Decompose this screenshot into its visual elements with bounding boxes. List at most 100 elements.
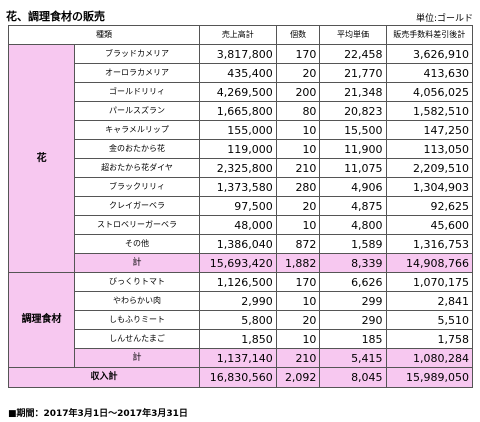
avg-cell: 15,500 [319, 120, 387, 140]
sales-cell: 435,400 [198, 63, 277, 83]
net-cell: 3,626,910 [385, 44, 474, 64]
avg-cell: 4,800 [319, 215, 387, 235]
item-name: 超おたから花ダイヤ [74, 158, 200, 178]
table-row: キャラメルリップ 155,000 10 15,500 147,250 [9, 120, 474, 140]
table-row: しもふりミート 5,800 20 290 5,510 [9, 310, 474, 330]
subtotal-label: 計 [74, 348, 200, 368]
subtotal-sales: 1,137,140 [198, 348, 277, 368]
item-name: やわらかい肉 [74, 291, 200, 311]
sales-cell: 1,386,040 [198, 234, 277, 254]
table-row: パールスズラン 1,665,800 80 20,823 1,582,510 [9, 101, 474, 121]
category-cell: 花 [7, 44, 76, 273]
count-cell: 210 [275, 158, 321, 178]
avg-cell: 21,770 [319, 63, 387, 83]
item-name: 金のおたから花 [74, 139, 200, 159]
net-cell: 45,600 [385, 215, 474, 235]
subtotal-row: 計 1,137,140 210 5,415 1,080,284 [9, 348, 474, 368]
sales-cell: 1,373,580 [198, 177, 277, 197]
net-cell: 413,630 [385, 63, 474, 83]
avg-cell: 1,589 [319, 234, 387, 254]
item-name: ブラッドカメリア [74, 44, 200, 64]
count-cell: 10 [275, 215, 321, 235]
net-cell: 92,625 [385, 196, 474, 216]
item-name: オーロラカメリア [74, 63, 200, 83]
sales-cell: 1,665,800 [198, 101, 277, 121]
sales-cell: 155,000 [198, 120, 277, 140]
item-name: しもふりミート [74, 310, 200, 330]
sales-cell: 1,126,500 [198, 272, 277, 292]
sales-table: 種類 売上高計 個数 平均単価 販売手数料差引後計 花ブラッドカメリア 3,817… [7, 25, 474, 388]
subtotal-net: 1,080,284 [385, 348, 474, 368]
sales-cell: 4,269,500 [198, 82, 277, 102]
subtotal-avg: 8,339 [319, 253, 387, 273]
count-cell: 872 [275, 234, 321, 254]
count-cell: 10 [275, 329, 321, 349]
header-avg-price: 平均単価 [319, 25, 387, 45]
sales-cell: 2,325,800 [198, 158, 277, 178]
net-cell: 1,070,175 [385, 272, 474, 292]
header-count: 個数 [275, 25, 321, 45]
net-cell: 147,250 [385, 120, 474, 140]
subtotal-label: 計 [74, 253, 200, 273]
table-row: やわらかい肉 2,990 10 299 2,841 [9, 291, 474, 311]
item-name: キャラメルリップ [74, 120, 200, 140]
net-cell: 4,056,025 [385, 82, 474, 102]
count-cell: 80 [275, 101, 321, 121]
item-name: その他 [74, 234, 200, 254]
count-cell: 170 [275, 272, 321, 292]
net-cell: 1,758 [385, 329, 474, 349]
sales-cell: 119,000 [198, 139, 277, 159]
avg-cell: 11,900 [319, 139, 387, 159]
item-name: パールスズラン [74, 101, 200, 121]
item-name: ストロベリーガーベラ [74, 215, 200, 235]
count-cell: 10 [275, 139, 321, 159]
grand-total-label: 収入計 [8, 367, 200, 388]
net-cell: 2,209,510 [385, 158, 474, 178]
avg-cell: 22,458 [319, 44, 387, 64]
avg-cell: 11,075 [319, 158, 387, 178]
count-cell: 170 [275, 44, 321, 64]
item-name: しんせんたまご [74, 329, 200, 349]
subtotal-sales: 15,693,420 [198, 253, 277, 273]
header-kind: 種類 [8, 25, 200, 45]
net-cell: 1,316,753 [385, 234, 474, 254]
avg-cell: 290 [319, 310, 387, 330]
table-row: 花ブラッドカメリア 3,817,800 170 22,458 3,626,910 [7, 44, 474, 273]
table-row: 超おたから花ダイヤ 2,325,800 210 11,075 2,209,510 [9, 158, 474, 178]
grand-total-row: 収入計 16,830,560 2,092 8,045 15,989,050 [8, 367, 474, 388]
table-row: ブラックリリィ 1,373,580 280 4,906 1,304,903 [9, 177, 474, 197]
header-sales-total: 売上高計 [198, 25, 277, 45]
unit-label: 単位:ゴールド [415, 14, 473, 24]
avg-cell: 6,626 [319, 272, 387, 292]
category-cell: 調理食材 [7, 272, 76, 368]
header-row: 種類 売上高計 個数 平均単価 販売手数料差引後計 [8, 25, 474, 45]
avg-cell: 21,348 [319, 82, 387, 102]
subtotal-avg: 5,415 [319, 348, 387, 368]
sales-cell: 48,000 [198, 215, 277, 235]
subtotal-row: 計 15,693,420 1,882 8,339 14,908,766 [9, 253, 474, 273]
subtotal-count: 210 [275, 348, 321, 368]
avg-cell: 4,875 [319, 196, 387, 216]
item-name: びっくりトマト [74, 272, 200, 292]
count-cell: 20 [275, 196, 321, 216]
table-row: ストロベリーガーベラ 48,000 10 4,800 45,600 [9, 215, 474, 235]
sales-cell: 2,990 [198, 291, 277, 311]
table-row: ゴールドリリィ 4,269,500 200 21,348 4,056,025 [9, 82, 474, 102]
table-row: オーロラカメリア 435,400 20 21,770 413,630 [9, 63, 474, 83]
net-cell: 5,510 [385, 310, 474, 330]
net-cell: 1,582,510 [385, 101, 474, 121]
count-cell: 280 [275, 177, 321, 197]
period-note: ■期間：2017年3月1日～2017年3月31日 [8, 409, 188, 419]
count-cell: 200 [275, 82, 321, 102]
avg-cell: 299 [319, 291, 387, 311]
net-cell: 1,304,903 [385, 177, 474, 197]
net-cell: 2,841 [385, 291, 474, 311]
table-body: 花ブラッドカメリア 3,817,800 170 22,458 3,626,910 オーロラ… [7, 44, 474, 388]
subtotal-net: 14,908,766 [385, 253, 474, 273]
item-name: クレイガーベラ [74, 196, 200, 216]
grand-total-count: 2,092 [275, 367, 321, 388]
table-row: クレイガーベラ 97,500 20 4,875 92,625 [9, 196, 474, 216]
sales-cell: 5,800 [198, 310, 277, 330]
item-name: ゴールドリリィ [74, 82, 200, 102]
subtotal-count: 1,882 [275, 253, 321, 273]
